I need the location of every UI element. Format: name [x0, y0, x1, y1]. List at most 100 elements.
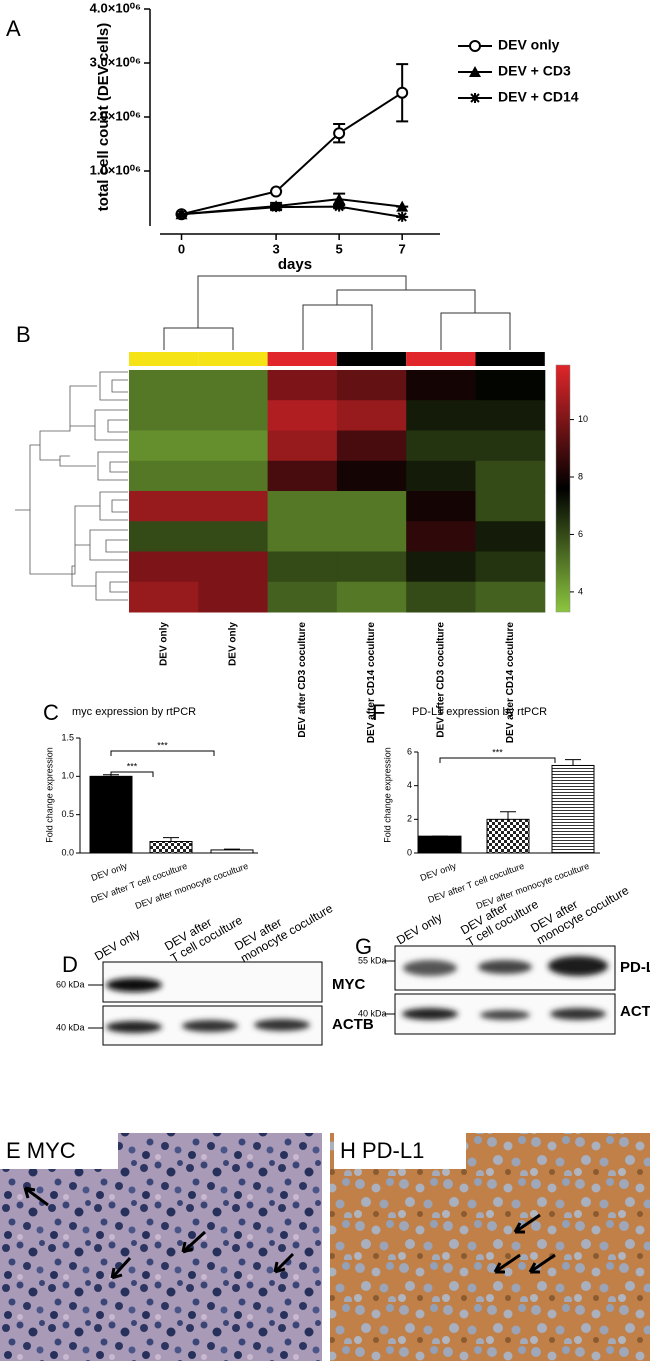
heat-cell: [198, 370, 269, 401]
y-tick-label: 0.0: [61, 847, 74, 857]
y-tick-label: 3.0×10⁰⁶: [90, 54, 141, 69]
marker: [469, 66, 481, 77]
y-axis-label: Fold change expression: [382, 747, 392, 843]
marker: [469, 40, 481, 52]
heat-cell: [129, 460, 199, 492]
significance-label: ***: [492, 747, 503, 757]
bar: [89, 775, 133, 854]
image-label: E MYC: [6, 1138, 76, 1163]
band: [548, 956, 608, 976]
heat-cell: [129, 581, 199, 613]
bar: [486, 818, 530, 854]
heat-cell: [198, 430, 269, 462]
histology-image: [0, 1133, 322, 1361]
protein-label: ACTB: [332, 1016, 374, 1033]
column-label: DEV after CD3 coculture: [435, 622, 446, 738]
bar: [149, 841, 193, 854]
heat-cell: [336, 551, 407, 583]
lane-label: DEV only: [394, 910, 444, 947]
heat-cell: [475, 460, 546, 492]
heat-cell: [198, 551, 269, 583]
protein-label: MYC: [332, 976, 366, 993]
heat-cell: [336, 430, 407, 462]
bar: [210, 849, 254, 854]
band: [480, 1010, 530, 1020]
heat-cell: [406, 430, 476, 462]
x-tick-label: DEV after monocyte coculture: [134, 861, 250, 911]
series-line: [181, 91, 403, 216]
marker: [270, 185, 283, 198]
protein-label: ACTB: [620, 1003, 650, 1020]
colorbar-label: 8: [578, 471, 583, 481]
column-label: DEV after CD14 coculture: [505, 622, 516, 744]
marker: [396, 200, 409, 212]
heat-cell: [406, 581, 476, 613]
heat-cell: [406, 521, 476, 552]
colorbar-label: 6: [578, 529, 583, 539]
heat-cell: [406, 400, 476, 431]
y-axis-label: total cell count (DEV cells): [95, 23, 112, 211]
heat-cell: [406, 551, 476, 583]
heat-cell: [475, 521, 546, 552]
error-bar: [224, 848, 240, 850]
row-dendrogram: [15, 371, 128, 601]
error-bar: [500, 811, 516, 820]
column-label: DEV only: [158, 622, 169, 666]
y-tick-label: 2: [407, 814, 412, 824]
band: [478, 960, 532, 974]
marker: [470, 93, 480, 103]
y-tick-label: 1.0: [61, 771, 74, 781]
y-tick-label: 6: [407, 746, 412, 756]
panel-label: B: [16, 322, 31, 347]
bar: [418, 835, 462, 854]
significance-bracket: [439, 757, 556, 763]
heat-cell: [267, 370, 338, 401]
x-tick-label: 5: [336, 241, 343, 256]
x-tick-label: 0: [178, 241, 185, 256]
heat-cell: [475, 581, 546, 613]
heat-cell: [406, 370, 476, 401]
column-label: DEV after CD14 coculture: [366, 622, 377, 744]
heat-cell: [267, 551, 338, 583]
band: [550, 1008, 606, 1020]
y-tick-label: 4.0×10⁰⁶: [90, 0, 141, 15]
heat-cell: [336, 400, 407, 431]
heat-cell: [198, 460, 269, 492]
heat-cell: [336, 370, 407, 401]
group-bar: [129, 352, 199, 366]
marker: [334, 201, 345, 212]
arrows: [23, 1186, 295, 1280]
x-tick-label: DEV only: [419, 861, 458, 883]
heat-cell: [129, 370, 199, 401]
heat-cell: [267, 581, 338, 613]
heat-cell: [267, 521, 338, 552]
series-line: [181, 205, 403, 218]
y-axis-label: Fold change expression: [44, 747, 54, 843]
y-tick-label: 4: [407, 780, 412, 790]
group-bar: [406, 352, 476, 366]
band: [403, 960, 457, 976]
heat-cell: [267, 460, 338, 492]
heat-cell: [406, 460, 476, 492]
group-bar: [336, 352, 407, 366]
group-bar: [267, 352, 337, 366]
group-bar: [475, 352, 545, 366]
heat-cell: [129, 491, 199, 522]
band: [402, 1008, 458, 1020]
heat-cell: [267, 400, 338, 431]
legend-label: DEV only: [498, 37, 560, 53]
panel-label: A: [6, 16, 21, 41]
heat-cell: [129, 400, 199, 431]
band: [106, 1021, 162, 1033]
x-axis-label: days: [278, 256, 312, 273]
heat-cell: [336, 460, 407, 492]
x-tick-label: 3: [272, 241, 279, 256]
heat-cell: [475, 430, 546, 462]
significance-label: ***: [127, 761, 138, 771]
image-label: H PD-L1: [340, 1138, 424, 1163]
label-box: [0, 1133, 118, 1169]
lane-label: DEV only: [92, 926, 142, 963]
heat-cell: [475, 400, 546, 431]
heat-cell: [336, 521, 407, 552]
marker: [271, 202, 282, 213]
